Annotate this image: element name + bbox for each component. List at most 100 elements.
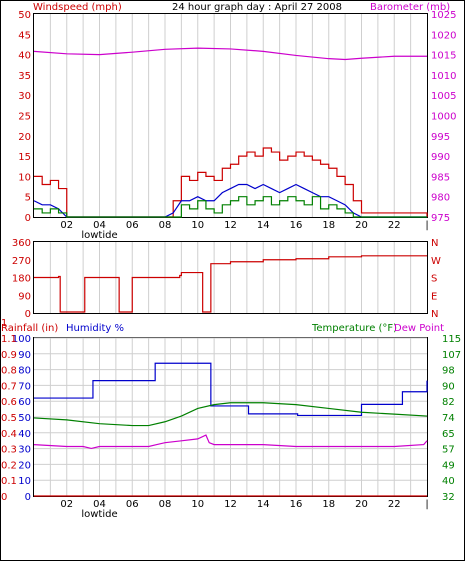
rain-y-tick: 0.4	[1, 429, 17, 440]
humidity-y-tick: 80	[18, 366, 31, 377]
wind-y-tick: 15	[18, 152, 31, 163]
compass-tick: N	[431, 309, 438, 320]
x-tick-label: 18	[322, 499, 335, 510]
x-tick-label: 22	[388, 499, 401, 510]
x-tick-label: 02	[60, 220, 73, 231]
baro-y-tick: 1005	[431, 91, 456, 102]
direction-y-tick: 90	[18, 291, 31, 302]
baro-y-tick: 1020	[431, 30, 456, 41]
temp-y-tick: 57	[442, 445, 455, 456]
temp-y-tick: 40	[442, 476, 455, 487]
compass-tick: E	[431, 291, 437, 302]
wind-y-tick: 50	[18, 10, 31, 21]
rain-y-tick: 0.1	[1, 476, 17, 487]
wind-gust-series-line	[34, 196, 427, 218]
wind-y-tick: 40	[18, 51, 31, 62]
rain-y-tick: 0.2	[1, 460, 17, 471]
temperature-series-line	[33, 402, 428, 427]
direction-y-tick: 360	[12, 238, 31, 249]
rain-y-tick: 0	[1, 492, 7, 503]
wind-y-tick: 45	[18, 30, 31, 41]
humidity-y-tick: 50	[18, 413, 31, 424]
temp-y-tick: 74	[442, 413, 455, 424]
compass-tick: S	[431, 274, 437, 285]
barometer-axis-label: Barometer (mb)	[370, 2, 450, 13]
baro-y-tick: 1000	[431, 112, 456, 123]
temp-y-tick: 32	[442, 492, 455, 503]
wind-y-tick: 5	[25, 193, 31, 204]
rain-y-tick: 0.6	[1, 397, 17, 408]
baro-y-tick: 1010	[431, 71, 456, 82]
x-tick-label: 10	[191, 220, 204, 231]
baro-y-tick: 980	[431, 193, 450, 204]
wind-y-tick: 0	[25, 213, 31, 224]
temperature-axis-label: Temperature (°F)	[311, 323, 397, 334]
temp-y-tick: 65	[442, 429, 455, 440]
temp-y-tick: 82	[442, 397, 455, 408]
x-tick-label: 04	[93, 220, 106, 231]
wind-y-tick: 25	[18, 112, 31, 123]
temp-y-tick: 98	[442, 366, 455, 377]
x-tick-label: 16	[290, 499, 303, 510]
x-tick-label: |	[425, 499, 428, 510]
dewpoint-series-line	[33, 434, 428, 450]
rain-y-tick: 0.3	[1, 445, 17, 456]
chart-title: 24 hour graph day : April 27 2008	[172, 2, 342, 13]
x-tick-label: 12	[224, 220, 237, 231]
barometer-series-line	[33, 47, 427, 61]
rain-y-tick: 1	[1, 318, 7, 329]
humidity-axis-label: Humidity %	[66, 323, 124, 334]
humidity-y-tick: 30	[18, 445, 31, 456]
temp-y-tick: 90	[442, 381, 455, 392]
x-tick-label: |	[425, 220, 428, 231]
rainfall-axis-label: Rainfall (in)	[1, 323, 58, 334]
humidity-y-tick: 70	[18, 381, 31, 392]
baro-y-tick: 1025	[431, 10, 456, 21]
x-tick-label: 06	[126, 220, 139, 231]
x-tick-label: 14	[257, 499, 270, 510]
humidity-y-tick: 60	[18, 397, 31, 408]
humidity-y-tick: 40	[18, 429, 31, 440]
direction-series-line	[34, 255, 427, 313]
direction-y-tick: 180	[12, 274, 31, 285]
x-tick-label: 14	[257, 220, 270, 231]
direction-y-tick: 270	[12, 256, 31, 267]
baro-y-tick: 1015	[431, 51, 456, 62]
humidity-y-tick: 90	[18, 350, 31, 361]
rain-y-tick: 1.1	[1, 334, 17, 345]
rain-y-tick: 0.8	[1, 366, 17, 377]
wind-y-tick: 10	[18, 172, 31, 183]
temp-y-tick: 107	[442, 350, 461, 361]
humidity-y-tick: 10	[18, 476, 31, 487]
x-tick-label: 08	[159, 220, 172, 231]
rain-y-tick: 0.7	[1, 381, 17, 392]
x-tick-label: 18	[322, 220, 335, 231]
humidity-series-line	[34, 362, 428, 417]
x-tick-label: 02	[60, 499, 73, 510]
humidity-y-tick: 0	[25, 492, 31, 503]
dewpoint-axis-label: Dew Point	[394, 323, 444, 334]
temp-y-tick: 115	[442, 334, 461, 345]
x-tick-label: 22	[388, 220, 401, 231]
temp-y-tick: 49	[442, 460, 455, 471]
wind-y-tick: 20	[18, 132, 31, 143]
wind-y-tick: 30	[18, 91, 31, 102]
baro-y-tick: 985	[431, 172, 450, 183]
compass-tick: N	[431, 238, 438, 249]
x-extra-label: lowtide	[81, 509, 117, 520]
x-tick-label: 16	[290, 220, 303, 231]
x-tick-label: 20	[355, 499, 368, 510]
x-tick-label: 12	[224, 499, 237, 510]
rain-y-tick: 0.5	[1, 413, 17, 424]
humidity-y-tick: 100	[12, 334, 31, 345]
humidity-y-tick: 20	[18, 460, 31, 471]
x-tick-label: 20	[355, 220, 368, 231]
x-tick-label: 08	[159, 499, 172, 510]
series-lines	[33, 47, 428, 497]
wind-y-tick: 35	[18, 71, 31, 82]
compass-tick: W	[431, 256, 441, 267]
x-tick-label: 10	[191, 499, 204, 510]
